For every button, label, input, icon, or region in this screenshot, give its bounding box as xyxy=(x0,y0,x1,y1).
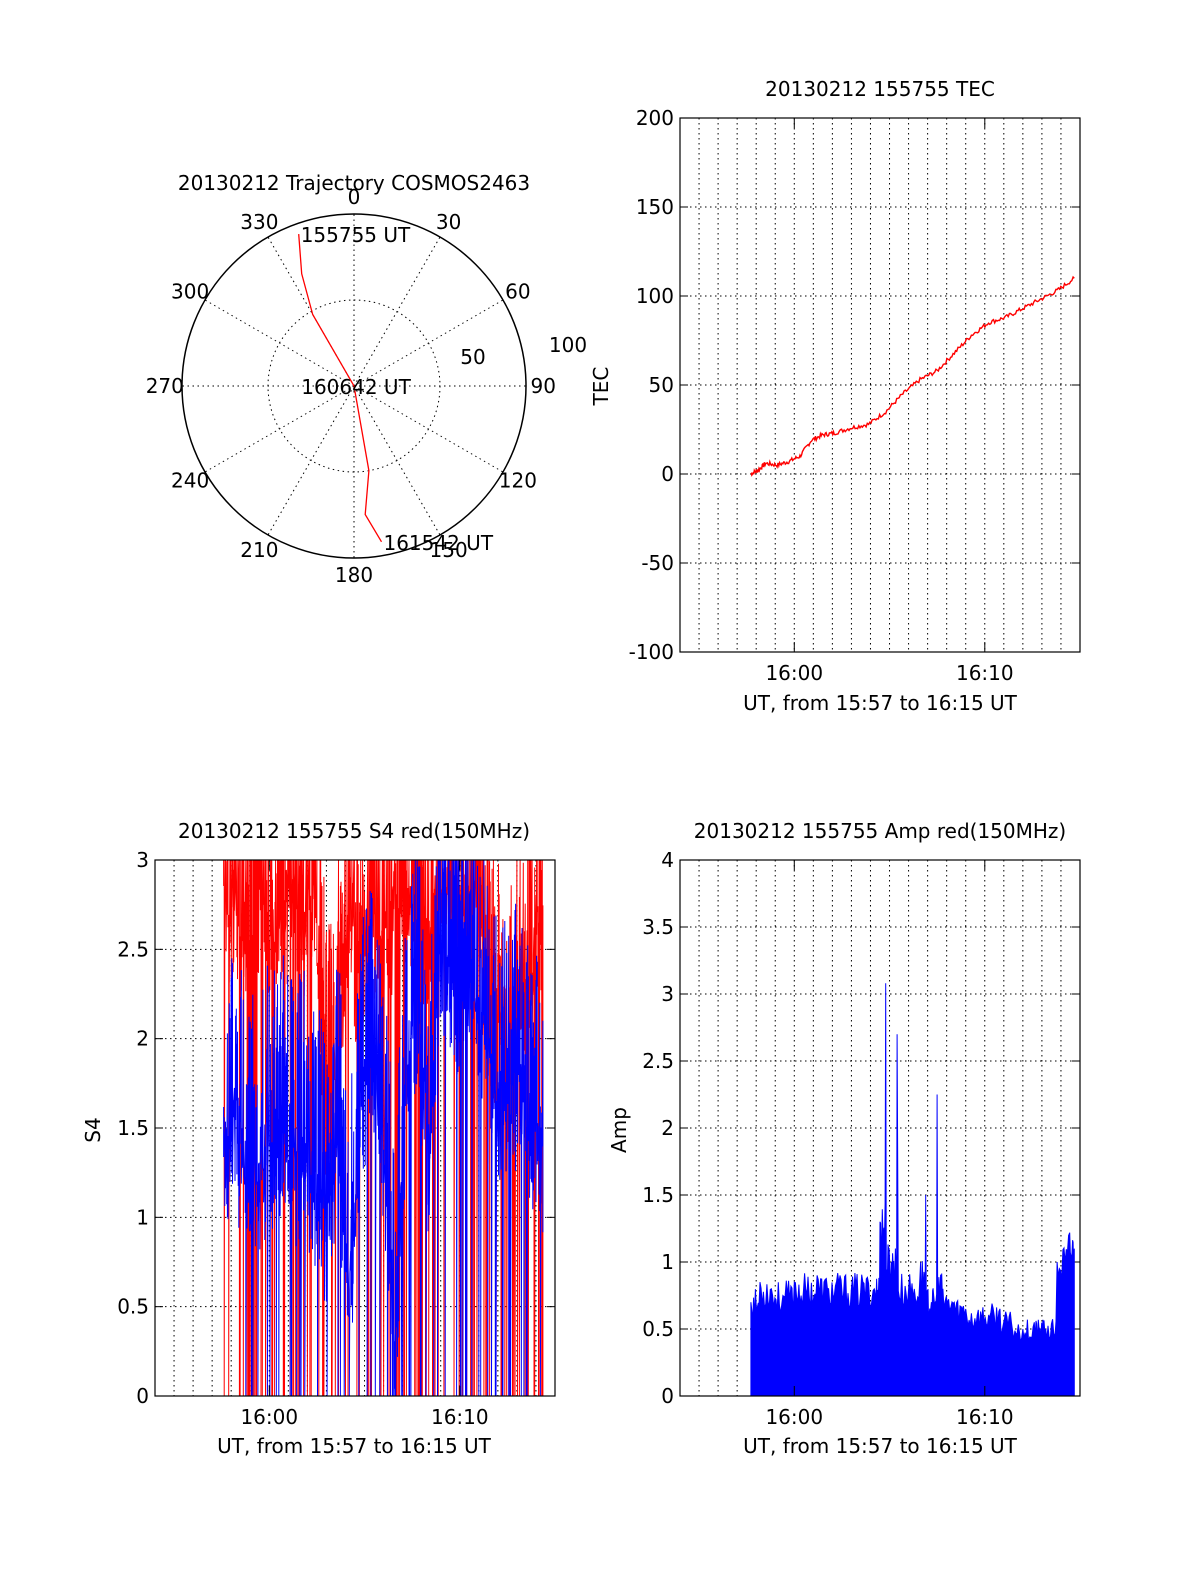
s4-ytick-label: 1 xyxy=(136,1205,149,1229)
amp-ytick-label: 2.5 xyxy=(642,1049,674,1073)
tec-frame xyxy=(679,117,1081,653)
s4-xlabel: UT, from 15:57 to 16:15 UT xyxy=(217,1434,492,1458)
polar-az-label-30: 30 xyxy=(436,210,461,234)
s4-ytick-label: 2 xyxy=(136,1027,149,1051)
polar-annotation-0: 155755 UT xyxy=(301,223,411,247)
amp-series-0 xyxy=(750,983,1075,1397)
polar-spoke-150 xyxy=(353,385,441,536)
polar-az-label-120: 120 xyxy=(499,469,537,493)
amp-ytick-label: 1.5 xyxy=(642,1183,674,1207)
s4-frame xyxy=(154,859,556,1397)
polar-az-label-90: 90 xyxy=(530,374,555,398)
polar-az-label-180: 180 xyxy=(335,563,373,587)
tec-ylabel: TEC xyxy=(589,367,613,407)
s4-panel: 20130212 155755 S4 red(150MHz) 3 2.5 2 1.5 1… xyxy=(81,819,556,1458)
s4-ylabel: S4 xyxy=(81,1117,105,1142)
polar-az-label-0: 0 xyxy=(348,185,361,209)
s4-series-1 xyxy=(223,859,544,1397)
amp-ytick-label: 3 xyxy=(661,982,674,1006)
polar-az-label-270: 270 xyxy=(146,374,184,398)
tec-series-line xyxy=(750,275,1075,477)
amp-series-area xyxy=(750,983,1075,1397)
tec-xtick-label: 16:10 xyxy=(956,661,1014,685)
amp-xlabel: UT, from 15:57 to 16:15 UT xyxy=(743,1434,1018,1458)
tec-ytick-label: 50 xyxy=(649,373,674,397)
polar-spoke-300 xyxy=(204,299,355,387)
polar-trajectory xyxy=(298,234,383,543)
polar-radius-labels: 50 100 xyxy=(460,333,587,369)
s4-series-trace xyxy=(223,859,544,1397)
polar-azimuth-labels: 0 30 60 90 120 150 180 210 240 270 300 330 xyxy=(146,185,556,587)
polar-spoke-210 xyxy=(267,385,355,536)
s4-ytick-label: 2.5 xyxy=(117,937,149,961)
s4-ytick-label: 0 xyxy=(136,1384,149,1408)
tec-ytick-label: -50 xyxy=(641,551,674,575)
amp-ytick-label: 4 xyxy=(661,848,674,872)
polar-r-label-100: 100 xyxy=(549,333,587,357)
polar-annotation-1: 160642 UT xyxy=(301,375,411,399)
s4-xtick-label: 16:00 xyxy=(240,1405,298,1429)
amp-ytick-label: 3.5 xyxy=(642,915,674,939)
s4-ytick-label: 3 xyxy=(136,848,149,872)
amp-ytick-label: 2 xyxy=(661,1116,674,1140)
polar-az-label-60: 60 xyxy=(505,279,530,303)
tec-series-0 xyxy=(750,275,1075,477)
polar-annotation-2: 161542 UT xyxy=(383,531,493,555)
amp-plot: 4 3.5 3 2.5 2 1.5 1 0.5 0 16:00 16:10 xyxy=(642,848,1081,1429)
polar-annotations: 155755 UT 160642 UT 161542 UT xyxy=(301,223,494,555)
polar-r-label-50: 50 xyxy=(460,345,485,369)
s4-ytick-label: 1.5 xyxy=(117,1116,149,1140)
amp-xtick-label: 16:00 xyxy=(765,1405,823,1429)
tec-ytick-label: 200 xyxy=(636,106,674,130)
polar-grid xyxy=(181,213,527,559)
polar-spoke-120 xyxy=(353,385,504,473)
polar-panel: 20130212 Trajectory COSMOS2463 0 30 60 90 12… xyxy=(146,171,587,587)
amp-ylabel: Amp xyxy=(607,1107,631,1153)
s4-xtick-label: 16:10 xyxy=(431,1405,489,1429)
polar-outer-circle xyxy=(181,213,527,559)
tec-ytick-label: 0 xyxy=(661,462,674,486)
tec-title: 20130212 155755 TEC xyxy=(765,77,995,101)
polar-az-label-240: 240 xyxy=(171,469,209,493)
polar-series-line-0 xyxy=(298,234,383,543)
polar-title: 20130212 Trajectory COSMOS2463 xyxy=(178,171,530,195)
amp-panel: 20130212 155755 Amp red(150MHz) 4 3.5 3 2.5… xyxy=(607,819,1081,1458)
tec-ytick-label: 150 xyxy=(636,195,674,219)
amp-ytick-label: 0.5 xyxy=(642,1317,674,1341)
tec-plot: 200 150 100 50 0 -50 -100 16:00 16:10 xyxy=(629,106,1081,685)
amp-frame xyxy=(679,859,1081,1397)
s4-title: 20130212 155755 S4 red(150MHz) xyxy=(178,819,530,843)
polar-spoke-240 xyxy=(204,385,355,473)
amp-xtick-label: 16:10 xyxy=(956,1405,1014,1429)
polar-az-label-210: 210 xyxy=(240,538,278,562)
tec-xlabel: UT, from 15:57 to 16:15 UT xyxy=(743,691,1018,715)
amp-ytick-label: 1 xyxy=(661,1250,674,1274)
tec-grid xyxy=(680,118,1080,652)
polar-spoke-330 xyxy=(267,236,355,387)
amp-title: 20130212 155755 Amp red(150MHz) xyxy=(694,819,1066,843)
polar-spoke-30 xyxy=(353,236,441,387)
polar-az-label-300: 300 xyxy=(171,279,209,303)
polar-az-label-150: 150 xyxy=(430,538,468,562)
polar-az-label-330: 330 xyxy=(240,210,278,234)
polar-spoke-60 xyxy=(353,299,504,387)
tec-panel: 20130212 155755 TEC 200 150 100 50 0 -50 -100 1… xyxy=(589,77,1081,715)
amp-ytick-label: 0 xyxy=(661,1384,674,1408)
tec-xtick-label: 16:00 xyxy=(765,661,823,685)
s4-plot: 3 2.5 2 1.5 1 0.5 0 16:00 16:10 xyxy=(117,848,556,1429)
tec-ytick-label: 100 xyxy=(636,284,674,308)
s4-ytick-label: 0.5 xyxy=(117,1295,149,1319)
tec-ytick-label: -100 xyxy=(629,640,674,664)
